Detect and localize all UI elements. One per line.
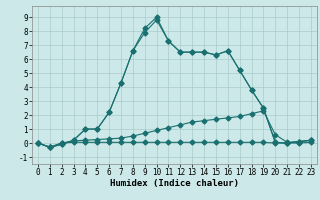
X-axis label: Humidex (Indice chaleur): Humidex (Indice chaleur) <box>110 179 239 188</box>
